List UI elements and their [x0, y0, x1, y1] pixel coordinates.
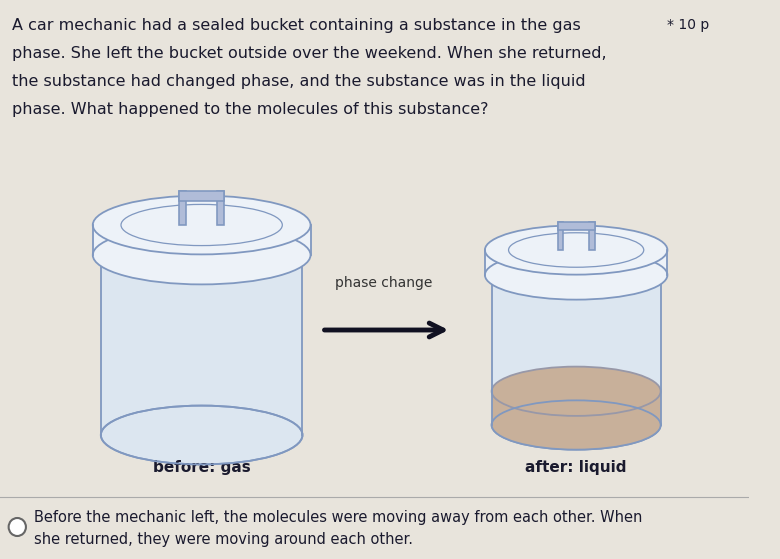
- Circle shape: [9, 518, 26, 536]
- Text: before: gas: before: gas: [153, 460, 250, 475]
- Ellipse shape: [491, 400, 661, 449]
- Ellipse shape: [93, 226, 310, 285]
- Text: A car mechanic had a sealed bucket containing a substance in the gas: A car mechanic had a sealed bucket conta…: [12, 18, 580, 33]
- Polygon shape: [589, 222, 594, 250]
- Text: after: liquid: after: liquid: [526, 460, 627, 475]
- Polygon shape: [558, 222, 563, 250]
- Polygon shape: [101, 255, 303, 435]
- Text: Before the mechanic left, the molecules were moving away from each other. When
s: Before the mechanic left, the molecules …: [34, 510, 642, 547]
- Text: * 10 p: * 10 p: [668, 18, 710, 32]
- Text: phase. She left the bucket outside over the weekend. When she returned,: phase. She left the bucket outside over …: [12, 46, 606, 61]
- Polygon shape: [558, 222, 594, 230]
- Text: phase. What happened to the molecules of this substance?: phase. What happened to the molecules of…: [12, 102, 488, 117]
- Polygon shape: [485, 250, 668, 275]
- Ellipse shape: [101, 406, 303, 465]
- Polygon shape: [93, 225, 310, 255]
- Ellipse shape: [93, 196, 310, 254]
- Polygon shape: [179, 191, 186, 225]
- Polygon shape: [491, 275, 661, 425]
- Ellipse shape: [491, 367, 661, 416]
- Polygon shape: [491, 391, 661, 425]
- Ellipse shape: [485, 225, 668, 274]
- Ellipse shape: [491, 400, 661, 449]
- Polygon shape: [179, 191, 224, 201]
- Polygon shape: [217, 191, 224, 225]
- Ellipse shape: [485, 250, 668, 300]
- Text: the substance had changed phase, and the substance was in the liquid: the substance had changed phase, and the…: [12, 74, 585, 89]
- Text: phase change: phase change: [335, 276, 433, 290]
